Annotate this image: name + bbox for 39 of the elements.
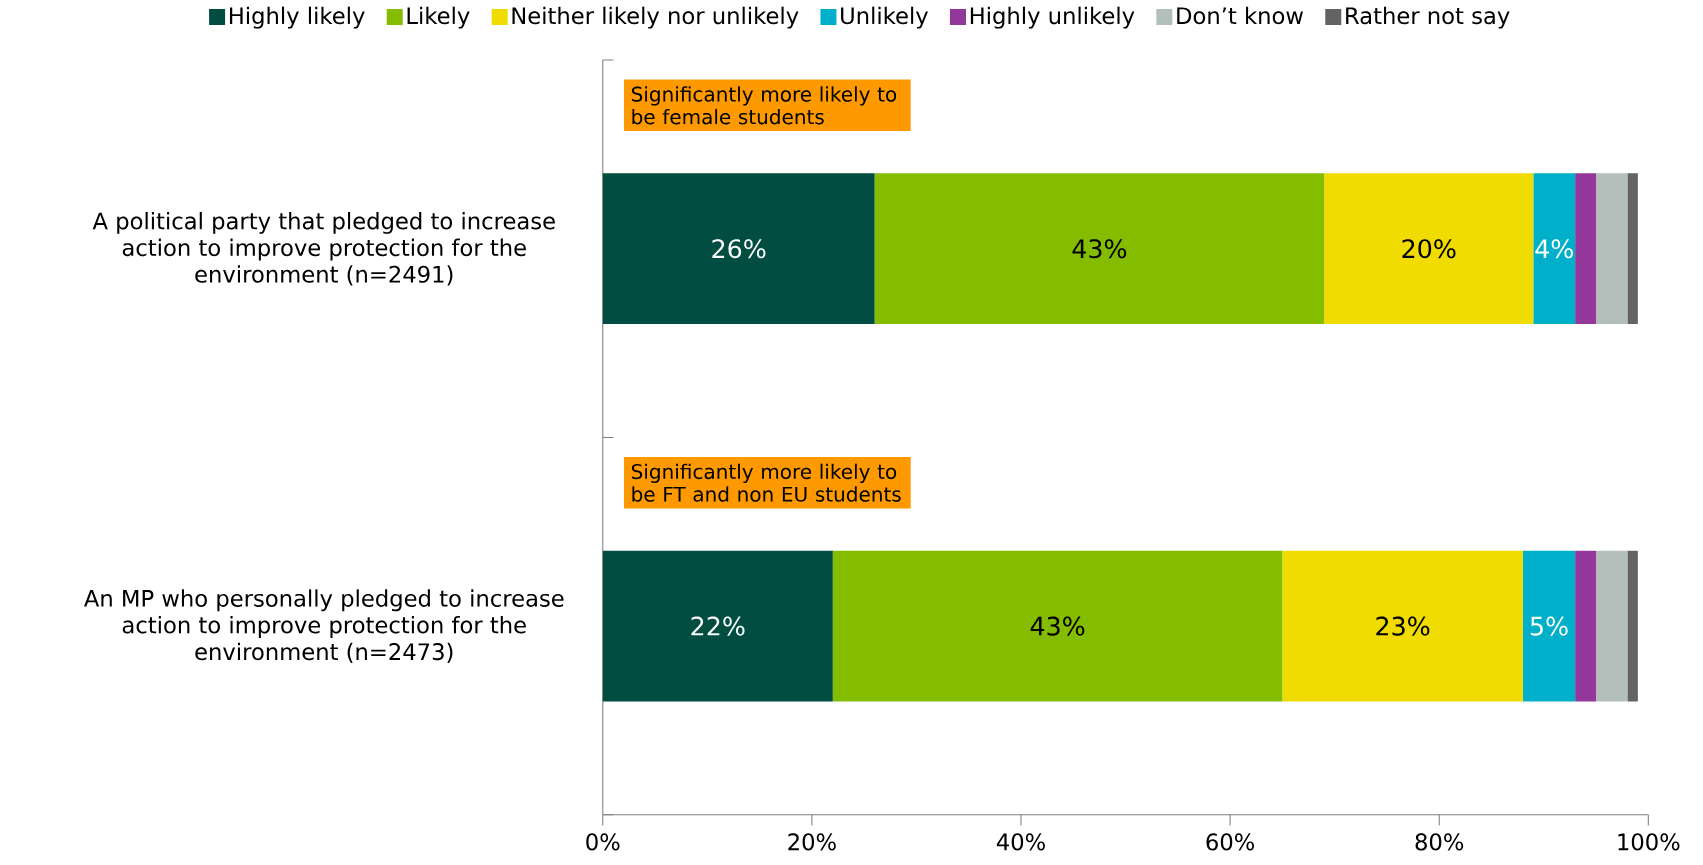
x-tick-label: 40%	[996, 833, 1045, 851]
bar	[1522, 550, 1576, 702]
bar	[1282, 550, 1523, 702]
data-label: 26%	[712, 239, 766, 259]
bar	[1533, 173, 1576, 325]
bar	[1627, 550, 1638, 702]
data-label: 4%	[1535, 239, 1573, 259]
bar	[1596, 173, 1628, 325]
bar	[1575, 550, 1597, 702]
x-tick-label: 0%	[586, 833, 620, 851]
x-tick-label: 100%	[1618, 833, 1680, 851]
annotation: Significantly more likely to be female students	[631, 86, 897, 125]
bar	[602, 550, 833, 702]
annotation: Significantly more likely to be FT and non EU students	[631, 463, 901, 502]
data-label: 5%	[1530, 616, 1568, 636]
data-label: 22%	[691, 616, 745, 636]
legend-label: Highly unlikely	[970, 6, 1135, 29]
data-label: 23%	[1376, 616, 1430, 636]
y-tick-label: A political party that pledged to increase action to improve protection for the environment (n=2491)	[92, 212, 555, 286]
bar	[1324, 173, 1534, 325]
data-label: 20%	[1402, 239, 1456, 259]
x-tick-label: 80%	[1415, 833, 1464, 851]
legend-label: Neither likely nor unlikely	[512, 6, 799, 29]
legend-label: Likely	[407, 6, 470, 29]
bar	[1627, 173, 1638, 325]
bar	[1596, 550, 1628, 702]
y-tick-label: An MP who personally pledged to increase action to improve protection for the environment (n=2473)	[84, 589, 564, 663]
bar	[602, 173, 875, 325]
bar	[832, 550, 1283, 702]
legend-label: Highly likely	[229, 6, 365, 29]
data-label: 43%	[1072, 239, 1127, 259]
bar	[874, 173, 1325, 325]
legend-label: Rather not say	[1346, 6, 1510, 29]
x-tick-label: 20%	[788, 833, 836, 851]
data-label: 43%	[1030, 616, 1085, 636]
x-tick-label: 60%	[1206, 833, 1255, 851]
legend-label: Don’t know	[1177, 6, 1303, 25]
bar	[1575, 173, 1597, 325]
legend-label: Unlikely	[841, 6, 928, 29]
